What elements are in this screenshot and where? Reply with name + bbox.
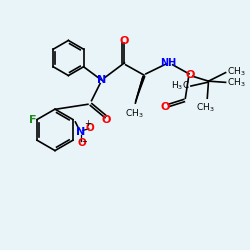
Text: N: N	[97, 75, 106, 85]
Text: NH: NH	[160, 58, 176, 68]
Text: CH$_3$: CH$_3$	[227, 76, 246, 88]
Text: N: N	[76, 127, 85, 137]
Text: CH$_3$: CH$_3$	[227, 65, 246, 78]
Text: H$_3$C: H$_3$C	[171, 80, 190, 92]
Text: O: O	[161, 102, 170, 112]
Text: O: O	[77, 138, 86, 148]
Text: +: +	[84, 119, 91, 128]
Text: O: O	[102, 115, 111, 125]
Text: O: O	[120, 36, 129, 46]
Polygon shape	[136, 76, 145, 102]
Text: CH$_3$: CH$_3$	[196, 102, 214, 114]
Text: F: F	[29, 114, 36, 124]
Text: $^-$: $^-$	[80, 139, 89, 149]
Text: O: O	[86, 123, 94, 133]
Text: CH$_3$: CH$_3$	[125, 107, 144, 120]
Text: O: O	[186, 70, 195, 80]
